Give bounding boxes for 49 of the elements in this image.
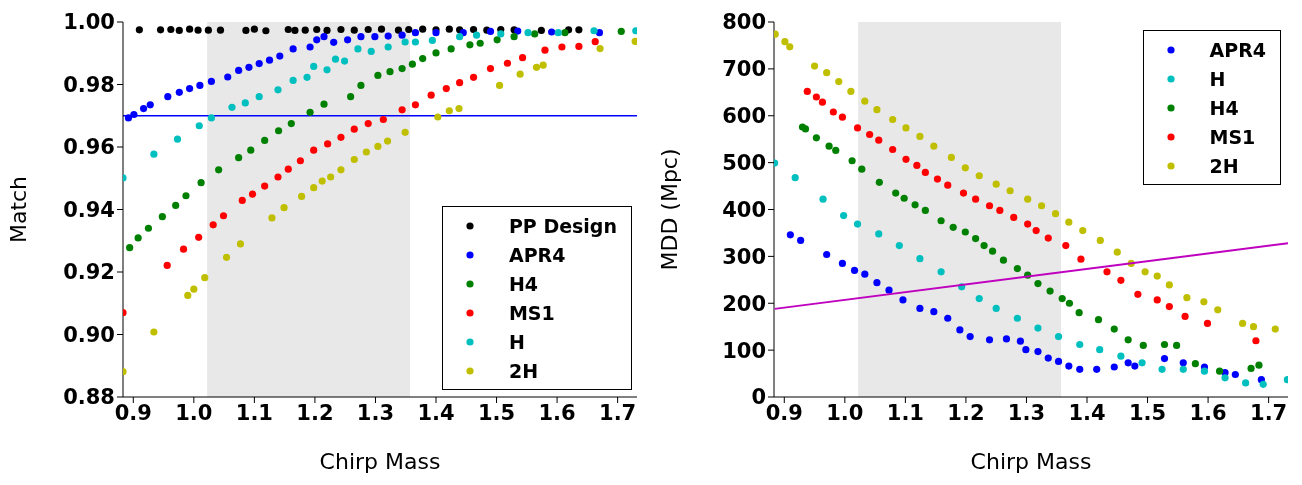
y-tick-label: 1.00 xyxy=(63,10,115,35)
y-tick-label: 600 xyxy=(722,104,766,129)
y-axis-title: Match xyxy=(5,175,31,244)
legend-label: PP Design xyxy=(508,214,617,237)
y-tick-label: 0.94 xyxy=(63,197,115,222)
legend-label: APR4 xyxy=(508,243,566,266)
x-axis-title: Chirp Mass xyxy=(970,449,1092,474)
legend-label: APR4 xyxy=(1209,38,1266,61)
y-tick-label: 0.88 xyxy=(63,385,115,410)
legend-label: H xyxy=(1209,67,1226,90)
x-tick-label: 1.2 xyxy=(947,400,985,425)
x-tick-label: 1.4 xyxy=(1068,400,1106,425)
y-axis-title: MDD (Mpc) xyxy=(656,148,682,271)
x-tick-label: 1.3 xyxy=(1007,400,1046,425)
y-tick-label: 100 xyxy=(722,338,766,363)
legend-label: H4 xyxy=(508,272,539,295)
x-tick-label: 1.1 xyxy=(235,400,273,425)
x-tick-label: 1.0 xyxy=(175,400,213,425)
y-tick-label: 0.90 xyxy=(63,322,115,347)
x-axis-title: Chirp Mass xyxy=(319,449,441,474)
y-tick-label: 400 xyxy=(722,197,766,222)
y-tick-label: 0 xyxy=(751,385,766,410)
y-tick-label: 700 xyxy=(722,57,766,82)
x-tick-label: 1.4 xyxy=(417,400,455,425)
legend-label: H4 xyxy=(1209,96,1239,119)
y-tick-label: 0.98 xyxy=(63,72,115,97)
legend-label: MS1 xyxy=(1209,125,1256,148)
y-tick-label: 200 xyxy=(722,291,766,316)
x-tick-label: 1.1 xyxy=(886,400,924,425)
x-tick-label: 1.0 xyxy=(826,400,864,425)
x-tick-label: 0.9 xyxy=(114,400,152,425)
y-tick-label: 0.96 xyxy=(63,135,115,160)
x-tick-label: 1.7 xyxy=(1250,400,1288,425)
x-tick-label: 1.6 xyxy=(538,400,576,425)
x-tick-label: 1.5 xyxy=(477,400,516,425)
legend-label: H xyxy=(508,330,525,353)
x-tick-label: 0.9 xyxy=(765,400,803,425)
x-tick-label: 1.3 xyxy=(356,400,395,425)
x-tick-label: 1.5 xyxy=(1128,400,1167,425)
legend-label: MS1 xyxy=(508,301,555,324)
legend-label: 2H xyxy=(1209,154,1239,177)
y-tick-label: 300 xyxy=(722,244,766,269)
y-tick-label: 500 xyxy=(722,151,766,176)
x-tick-label: 1.2 xyxy=(296,400,334,425)
legend-label: 2H xyxy=(508,359,539,382)
y-tick-label: 800 xyxy=(722,10,766,35)
y-tick-label: 0.92 xyxy=(63,260,115,285)
x-tick-label: 1.6 xyxy=(1189,400,1227,425)
x-tick-label: 1.7 xyxy=(599,400,637,425)
